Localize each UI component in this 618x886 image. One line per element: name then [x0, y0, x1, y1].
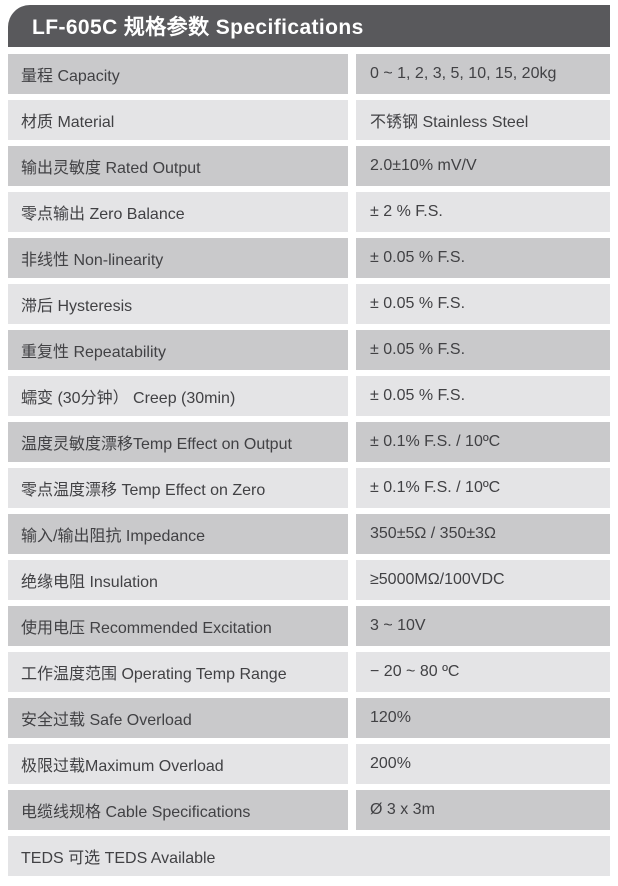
- spec-value-cell: ± 0.05 % F.S.: [356, 238, 610, 278]
- spec-value-cell: Ø 3 x 3m: [356, 790, 610, 830]
- spec-row: 滞后 Hysteresis ± 0.05 % F.S.: [8, 284, 610, 324]
- spec-label-cell: 滞后 Hysteresis: [8, 284, 348, 324]
- spec-value-cell: 3 ~ 10V: [356, 606, 610, 646]
- spec-value-cell: ± 0.05 % F.S.: [356, 284, 610, 324]
- spec-value-cell: ± 0.05 % F.S.: [356, 376, 610, 416]
- spec-value: ± 2 % F.S.: [370, 203, 443, 220]
- spec-label: 零点输出 Zero Balance: [21, 206, 185, 223]
- spec-label-cell: 绝缘电阻 Insulation: [8, 560, 348, 600]
- spec-row: 使用电压 Recommended Excitation 3 ~ 10V: [8, 606, 610, 646]
- spec-value: ± 0.05 % F.S.: [370, 295, 466, 312]
- spec-value-cell: 200%: [356, 744, 610, 784]
- spec-label: 安全过载 Safe Overload: [21, 712, 192, 729]
- spec-label-cell: 零点输出 Zero Balance: [8, 192, 348, 232]
- spec-row: 非线性 Non-linearity ± 0.05 % F.S.: [8, 238, 610, 278]
- spec-value: − 20 ~ 80 ºC: [370, 663, 460, 680]
- spec-label: 极限过载Maximum Overload: [21, 758, 224, 775]
- page-title: LF-605C 规格参数 Specifications: [32, 16, 364, 39]
- spec-row: 工作温度范围 Operating Temp Range − 20 ~ 80 ºC: [8, 652, 610, 692]
- spec-value-cell: 2.0±10% mV/V: [356, 146, 610, 186]
- spec-row: 安全过载 Safe Overload 120%: [8, 698, 610, 738]
- spec-label-cell: 零点温度漂移 Temp Effect on Zero: [8, 468, 348, 508]
- spec-value: ± 0.05 % F.S.: [370, 341, 466, 358]
- spec-label: 量程 Capacity: [21, 68, 120, 85]
- spec-value: 0 ~ 1, 2, 3, 5, 10, 15, 20kg: [370, 65, 557, 82]
- spec-value-cell: − 20 ~ 80 ºC: [356, 652, 610, 692]
- spec-row: 量程 Capacity 0 ~ 1, 2, 3, 5, 10, 15, 20kg: [8, 54, 610, 94]
- spec-label-cell: 温度灵敏度漂移Temp Effect on Output: [8, 422, 348, 462]
- spec-value-cell: ± 2 % F.S.: [356, 192, 610, 232]
- spec-label-cell: 输入/输出阻抗 Impedance: [8, 514, 348, 554]
- spec-label: TEDS 可选 TEDS Available: [21, 850, 216, 867]
- spec-label: 重复性 Repeatability: [21, 344, 166, 361]
- spec-value-cell: ≥5000MΩ/100VDC: [356, 560, 610, 600]
- spec-value-cell: 350±5Ω / 350±3Ω: [356, 514, 610, 554]
- spec-label-cell: 安全过载 Safe Overload: [8, 698, 348, 738]
- spec-label: 输出灵敏度 Rated Output: [21, 160, 201, 177]
- spec-label: 输入/输出阻抗 Impedance: [21, 528, 206, 545]
- spec-value: 200%: [370, 755, 411, 772]
- spec-row: 零点输出 Zero Balance ± 2 % F.S.: [8, 192, 610, 232]
- spec-row: 零点温度漂移 Temp Effect on Zero ± 0.1% F.S. /…: [8, 468, 610, 508]
- spec-row: 输出灵敏度 Rated Output 2.0±10% mV/V: [8, 146, 610, 186]
- spec-label: 绝缘电阻 Insulation: [21, 574, 158, 591]
- spec-value: 120%: [370, 709, 411, 726]
- spec-row: TEDS 可选 TEDS Available: [8, 836, 610, 876]
- spec-row: 重复性 Repeatability ± 0.05 % F.S.: [8, 330, 610, 370]
- spec-row: 温度灵敏度漂移Temp Effect on Output ± 0.1% F.S.…: [8, 422, 610, 462]
- spec-label-cell: 极限过载Maximum Overload: [8, 744, 348, 784]
- spec-label: 使用电压 Recommended Excitation: [21, 620, 272, 637]
- spec-value-cell: 120%: [356, 698, 610, 738]
- spec-row: 材质 Material 不锈钢 Stainless Steel: [8, 100, 610, 140]
- spec-label: 工作温度范围 Operating Temp Range: [21, 666, 287, 683]
- spec-label-cell: TEDS 可选 TEDS Available: [8, 836, 610, 876]
- spec-label: 材质 Material: [21, 114, 115, 131]
- spec-label: 非线性 Non-linearity: [21, 252, 164, 269]
- spec-label: 零点温度漂移 Temp Effect on Zero: [21, 482, 266, 499]
- spec-value: 2.0±10% mV/V: [370, 157, 477, 174]
- spec-value: ≥5000MΩ/100VDC: [370, 571, 505, 588]
- spec-row: 输入/输出阻抗 Impedance 350±5Ω / 350±3Ω: [8, 514, 610, 554]
- spec-value-cell: 不锈钢 Stainless Steel: [356, 100, 610, 140]
- spec-label-cell: 电缆线规格 Cable Specifications: [8, 790, 348, 830]
- spec-row: 蠕变 (30分钟） Creep (30min) ± 0.05 % F.S.: [8, 376, 610, 416]
- spec-label-cell: 蠕变 (30分钟） Creep (30min): [8, 376, 348, 416]
- spec-value: 3 ~ 10V: [370, 617, 426, 634]
- spec-label: 滞后 Hysteresis: [21, 298, 133, 315]
- spec-value: ± 0.05 % F.S.: [370, 249, 466, 266]
- spec-row: 电缆线规格 Cable Specifications Ø 3 x 3m: [8, 790, 610, 830]
- spec-value: Ø 3 x 3m: [370, 801, 435, 818]
- spec-label-cell: 工作温度范围 Operating Temp Range: [8, 652, 348, 692]
- spec-label-cell: 量程 Capacity: [8, 54, 348, 94]
- spec-label-cell: 使用电压 Recommended Excitation: [8, 606, 348, 646]
- spec-label-cell: 重复性 Repeatability: [8, 330, 348, 370]
- spec-label-cell: 非线性 Non-linearity: [8, 238, 348, 278]
- spec-label-cell: 材质 Material: [8, 100, 348, 140]
- spec-value: ± 0.1% F.S. / 10ºC: [370, 433, 501, 450]
- spec-value: 不锈钢 Stainless Steel: [370, 114, 529, 131]
- spec-value: 350±5Ω / 350±3Ω: [370, 525, 497, 542]
- spec-value: ± 0.1% F.S. / 10ºC: [370, 479, 501, 496]
- spec-label: 电缆线规格 Cable Specifications: [21, 804, 251, 821]
- spec-value-cell: ± 0.1% F.S. / 10ºC: [356, 422, 610, 462]
- spec-value-cell: ± 0.05 % F.S.: [356, 330, 610, 370]
- spec-value-cell: ± 0.1% F.S. / 10ºC: [356, 468, 610, 508]
- spec-label: 蠕变 (30分钟） Creep (30min): [21, 390, 236, 407]
- spec-label-cell: 输出灵敏度 Rated Output: [8, 146, 348, 186]
- spec-row: 绝缘电阻 Insulation ≥5000MΩ/100VDC: [8, 560, 610, 600]
- spec-table: 量程 Capacity 0 ~ 1, 2, 3, 5, 10, 15, 20kg…: [8, 54, 610, 876]
- spec-value: ± 0.05 % F.S.: [370, 387, 466, 404]
- spec-row: 极限过载Maximum Overload 200%: [8, 744, 610, 784]
- spec-label: 温度灵敏度漂移Temp Effect on Output: [21, 436, 292, 453]
- spec-sheet-title-bar: LF-605C 规格参数 Specifications: [8, 5, 610, 47]
- spec-value-cell: 0 ~ 1, 2, 3, 5, 10, 15, 20kg: [356, 54, 610, 94]
